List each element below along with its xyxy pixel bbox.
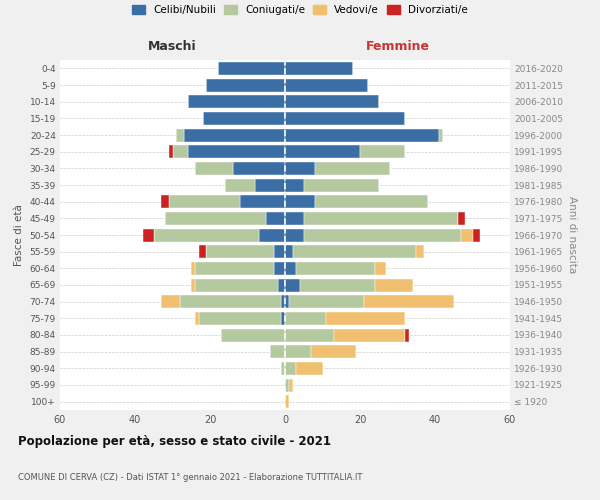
Bar [405,328,409,342]
Bar [326,312,405,325]
Bar [255,178,285,192]
Bar [165,212,266,225]
Bar [285,78,367,92]
Bar [143,228,154,241]
Bar [221,328,285,342]
Bar [184,128,285,141]
Bar [199,245,206,258]
Bar [187,145,285,158]
Bar [195,262,274,275]
Bar [180,295,281,308]
Bar [218,62,285,75]
Bar [285,195,315,208]
Bar [334,328,405,342]
Bar [375,278,413,291]
Text: Maschi: Maschi [148,40,197,52]
Bar [285,245,293,258]
Text: Femmine: Femmine [365,40,430,52]
Bar [304,228,461,241]
Bar [285,262,296,275]
Bar [285,95,379,108]
Bar [304,178,379,192]
Bar [289,378,293,392]
Bar [199,312,281,325]
Bar [266,212,285,225]
Bar [293,245,416,258]
Bar [315,162,390,175]
Bar [187,95,285,108]
Bar [161,295,180,308]
Bar [285,128,439,141]
Bar [296,262,375,275]
Bar [285,395,289,408]
Bar [191,262,195,275]
Bar [285,112,405,125]
Bar [300,278,375,291]
Bar [473,228,480,241]
Bar [458,212,465,225]
Y-axis label: Fasce di età: Fasce di età [14,204,24,266]
Bar [439,128,443,141]
Bar [274,245,285,258]
Bar [285,278,300,291]
Bar [259,228,285,241]
Bar [281,295,285,308]
Bar [360,145,405,158]
Bar [195,278,277,291]
Bar [281,362,285,375]
Bar [161,195,169,208]
Bar [274,262,285,275]
Bar [285,362,296,375]
Bar [285,178,304,192]
Bar [285,378,289,392]
Bar [173,145,187,158]
Y-axis label: Anni di nascita: Anni di nascita [568,196,577,274]
Bar [311,345,356,358]
Legend: Celibi/Nubili, Coniugati/e, Vedovi/e, Divorziati/e: Celibi/Nubili, Coniugati/e, Vedovi/e, Di… [132,5,468,15]
Bar [154,228,259,241]
Bar [285,212,304,225]
Bar [304,212,458,225]
Bar [277,278,285,291]
Bar [225,178,255,192]
Bar [206,78,285,92]
Bar [296,362,323,375]
Bar [281,312,285,325]
Bar [206,245,274,258]
Bar [285,62,353,75]
Text: Popolazione per età, sesso e stato civile - 2021: Popolazione per età, sesso e stato civil… [18,435,331,448]
Bar [416,245,424,258]
Bar [233,162,285,175]
Bar [169,195,240,208]
Bar [285,228,304,241]
Bar [195,312,199,325]
Bar [240,195,285,208]
Bar [375,262,386,275]
Bar [191,278,195,291]
Bar [364,295,454,308]
Bar [176,128,184,141]
Bar [285,145,360,158]
Bar [285,295,289,308]
Bar [169,145,173,158]
Bar [285,328,334,342]
Bar [285,345,311,358]
Bar [285,312,326,325]
Bar [270,345,285,358]
Bar [285,162,315,175]
Bar [195,162,233,175]
Bar [461,228,473,241]
Bar [315,195,427,208]
Bar [289,295,364,308]
Bar [203,112,285,125]
Text: COMUNE DI CERVA (CZ) - Dati ISTAT 1° gennaio 2021 - Elaborazione TUTTITALIA.IT: COMUNE DI CERVA (CZ) - Dati ISTAT 1° gen… [18,473,362,482]
